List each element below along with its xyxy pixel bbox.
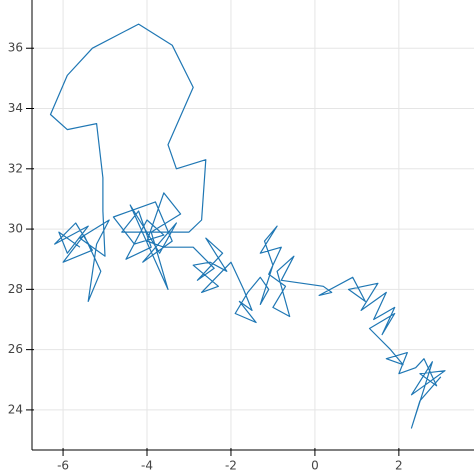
x-tick-label: 0 (311, 459, 319, 473)
x-tick-label: -2 (225, 459, 237, 473)
y-tick-label: 34 (8, 101, 23, 115)
line (49, 23, 446, 429)
x-tick-label: -4 (141, 459, 153, 473)
y-tick-label: 24 (8, 402, 23, 416)
y-tick-label: 32 (8, 161, 23, 175)
x-tick-label: -6 (57, 459, 69, 473)
x-tick-label: 2 (395, 459, 403, 473)
y-tick-label: 28 (8, 282, 23, 296)
y-tick-label: 36 (8, 41, 23, 55)
y-tick-label: 30 (8, 222, 23, 236)
y-tick-label: 26 (8, 342, 23, 356)
